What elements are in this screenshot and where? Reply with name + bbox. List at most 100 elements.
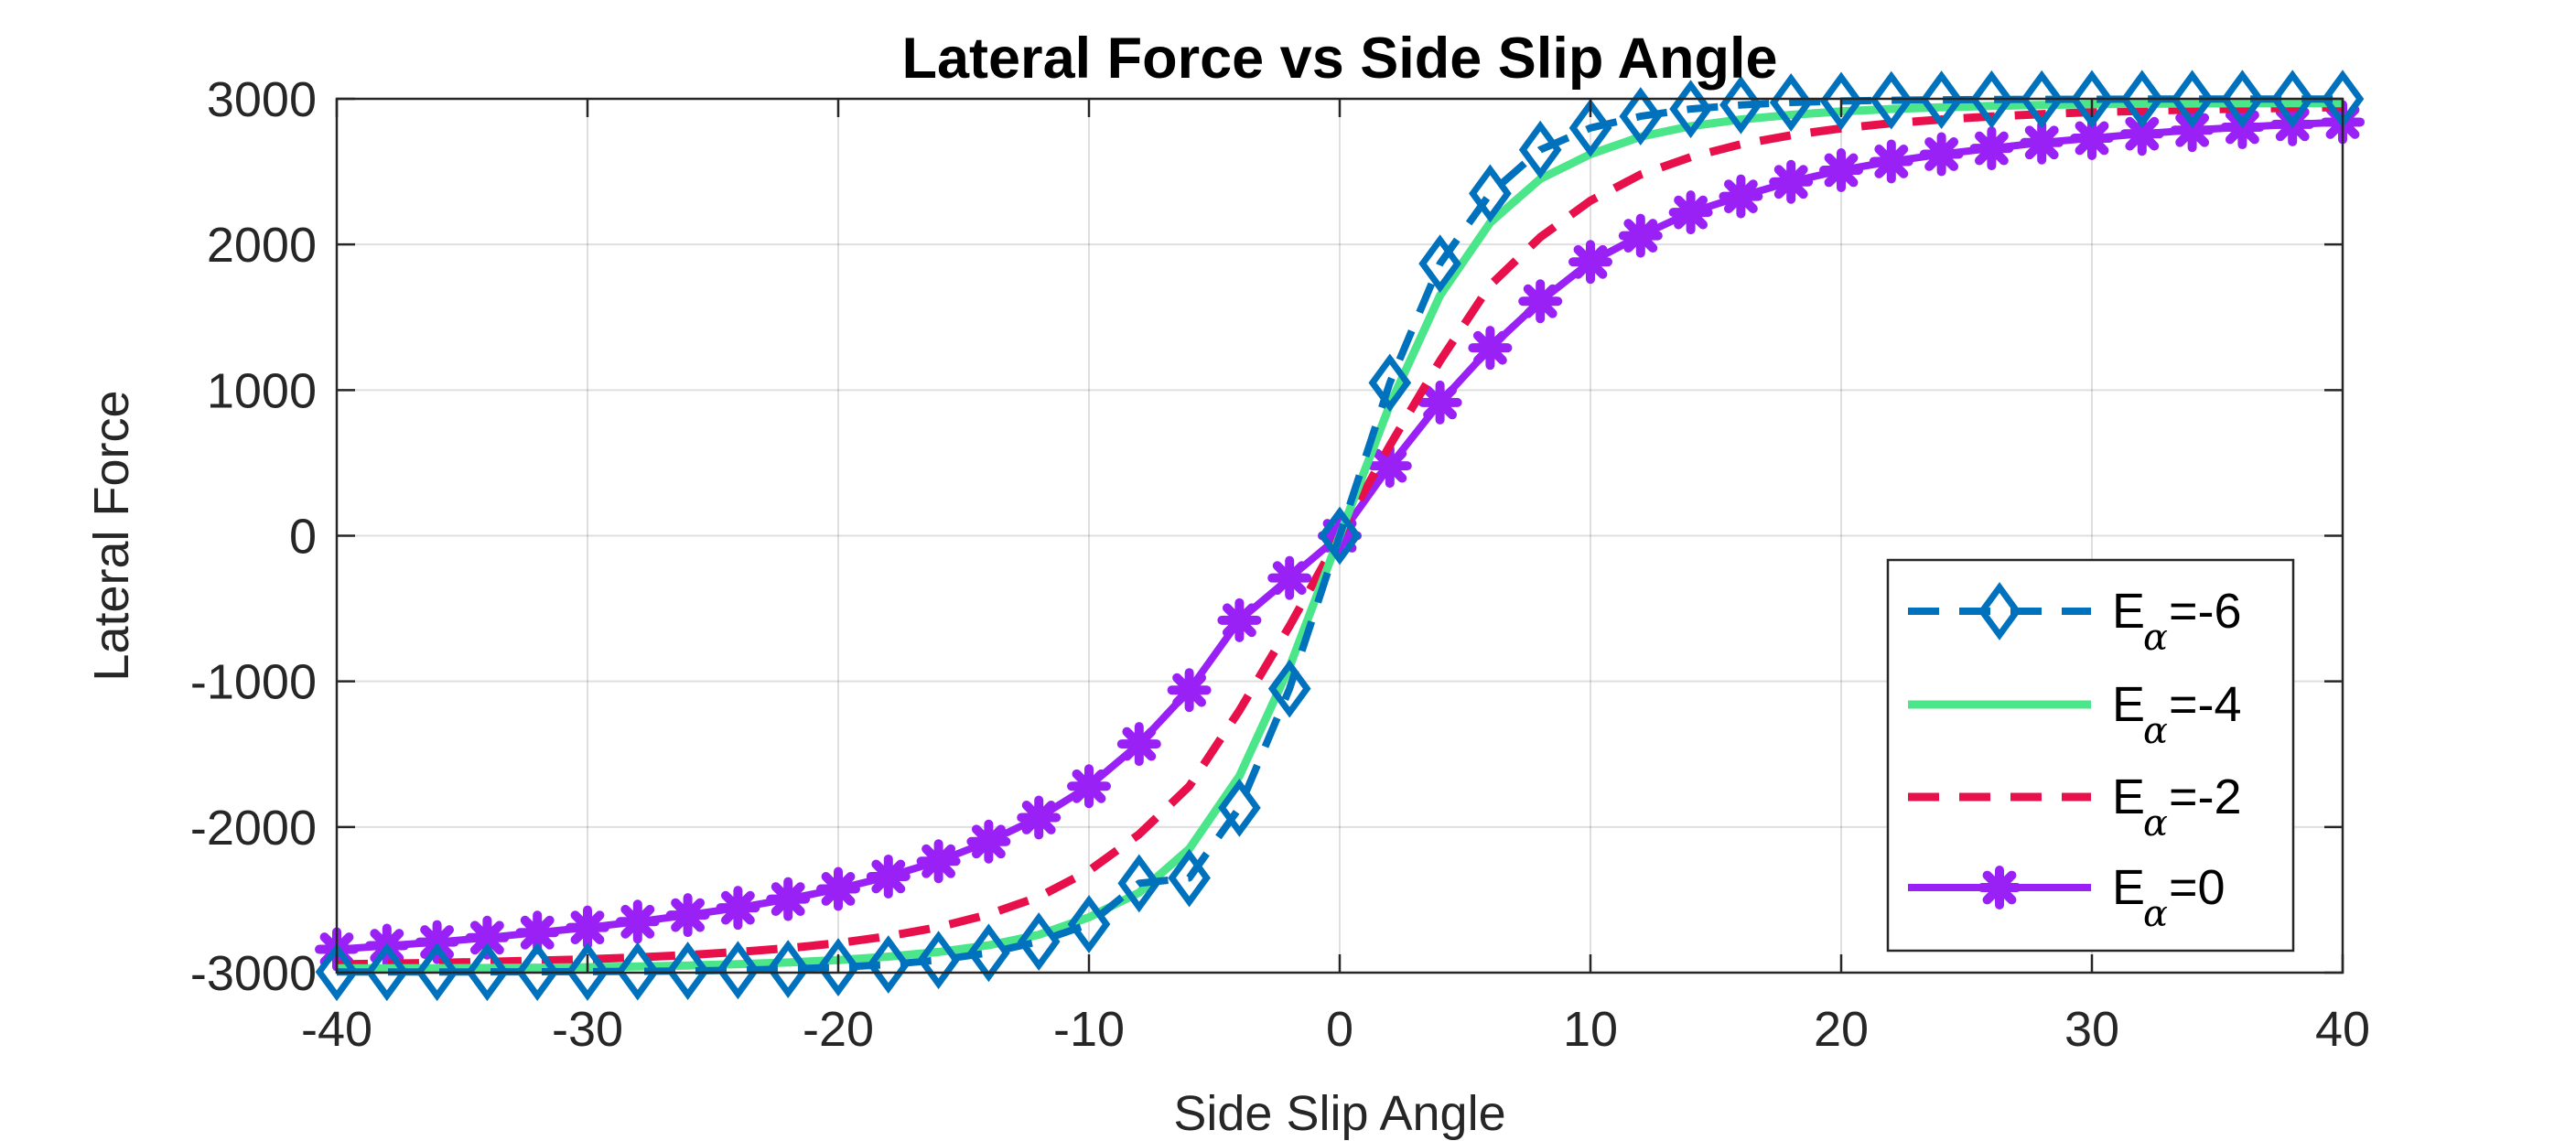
data-point — [2070, 115, 2114, 160]
data-point — [1267, 659, 1311, 718]
asterisk-core — [1630, 225, 1651, 246]
asterisk-core — [677, 905, 698, 926]
data-point — [566, 905, 609, 950]
asterisk-core — [878, 866, 899, 887]
plot-series — [315, 70, 2365, 1002]
asterisk-core — [527, 922, 548, 943]
asterisk-core — [778, 888, 799, 910]
asterisk-core — [928, 851, 949, 872]
data-point — [1417, 380, 1462, 425]
data-point — [365, 942, 409, 1002]
asterisk-core — [2182, 120, 2203, 141]
data-point — [1970, 70, 2013, 129]
axis-ticks: -40 -30 -20 -10 0 10 20 30 40 3000 2000 1000 0 -1000 -… — [190, 72, 2370, 1057]
data-point — [566, 942, 609, 1001]
legend-label-subscript: α — [2143, 893, 2168, 935]
x-tick-label: -40 — [301, 1002, 372, 1057]
y-tick-label: 0 — [289, 510, 317, 565]
y-tick-label: 3000 — [207, 72, 317, 127]
data-point — [2070, 70, 2114, 129]
data-point — [1518, 120, 1562, 179]
asterisk-core — [1931, 144, 1952, 165]
legend-entry-2: Eα =-2 — [1908, 770, 2242, 845]
legend: Eα =-6Eα =-4Eα =-2Eα =0 — [1886, 558, 2295, 953]
x-tick-label: -20 — [803, 1002, 874, 1057]
data-point — [1117, 854, 1161, 913]
chart-title: Lateral Force vs Side Slip Angle — [902, 27, 1778, 91]
data-point — [866, 854, 911, 899]
legend-entry-3: Eα =0 — [1908, 860, 2226, 935]
data-point — [1669, 80, 1712, 139]
x-tick-label: 40 — [2315, 1002, 2370, 1057]
data-point — [766, 877, 811, 921]
asterisk-core — [1029, 807, 1050, 828]
asterisk-core — [2082, 127, 2102, 148]
asterisk-core — [1480, 338, 1501, 359]
data-point — [1969, 126, 2014, 171]
asterisk-core — [627, 911, 648, 932]
x-tick-label: 10 — [1563, 1002, 1618, 1057]
asterisk-core — [2032, 132, 2053, 153]
asterisk-core — [1981, 138, 2002, 159]
data-point — [1218, 778, 1261, 837]
y-tick-label: 2000 — [207, 218, 317, 273]
series-3 — [315, 100, 2365, 972]
asterisk-core — [1989, 877, 2010, 898]
data-point — [2221, 70, 2264, 129]
data-point — [1518, 279, 1563, 324]
data-point — [1267, 555, 1312, 600]
data-point — [1819, 71, 1863, 131]
legend-label-subscript: α — [2143, 710, 2168, 752]
data-point — [466, 942, 509, 1002]
y-tick-label: -3000 — [190, 946, 317, 1001]
data-point — [515, 910, 560, 955]
legend-label-subscript: α — [2143, 802, 2168, 845]
asterisk-core — [1429, 392, 1450, 413]
y-tick-label: -1000 — [190, 655, 317, 710]
legend-label-main: E — [2112, 770, 2145, 824]
data-point — [1067, 895, 1111, 953]
data-point — [916, 839, 961, 884]
asterisk-core — [1881, 151, 1902, 172]
data-point — [1618, 213, 1663, 258]
data-point — [616, 942, 660, 1001]
x-tick-label: 0 — [1326, 1002, 1353, 1057]
data-point — [1568, 98, 1612, 157]
data-point — [1167, 668, 1212, 713]
data-point — [515, 942, 559, 1001]
data-point — [1168, 848, 1211, 908]
data-point — [966, 819, 1011, 864]
data-point — [1468, 326, 1513, 371]
asterisk-core — [477, 927, 498, 948]
asterisk-core — [828, 878, 848, 899]
data-point — [967, 923, 1010, 983]
data-point — [1418, 234, 1461, 294]
data-point — [1769, 159, 1814, 204]
data-point — [1919, 132, 1964, 177]
data-point — [867, 935, 911, 995]
legend-label-value: =-6 — [2169, 584, 2242, 639]
data-point — [315, 942, 359, 1002]
data-point — [716, 886, 760, 931]
asterisk-core — [1229, 609, 1250, 630]
asterisk-core — [2131, 124, 2152, 145]
asterisk-core — [1179, 680, 1200, 701]
asterisk-core — [728, 898, 749, 919]
data-point — [1920, 70, 1963, 130]
data-point — [1568, 240, 1612, 285]
asterisk-core — [1580, 252, 1601, 273]
asterisk-core — [1530, 291, 1551, 312]
legend-marker — [1978, 582, 2021, 640]
asterisk-core — [1781, 171, 1802, 192]
data-point — [816, 867, 860, 911]
data-point — [2020, 70, 2064, 129]
data-point — [766, 940, 810, 998]
data-point — [1017, 795, 1062, 840]
asterisk-core — [1279, 567, 1300, 588]
legend-label-subscript: α — [2143, 617, 2168, 659]
data-point — [2120, 70, 2164, 129]
legend-label-value: =-2 — [2169, 770, 2242, 824]
data-point — [1217, 597, 1262, 642]
data-point — [1819, 147, 1863, 192]
